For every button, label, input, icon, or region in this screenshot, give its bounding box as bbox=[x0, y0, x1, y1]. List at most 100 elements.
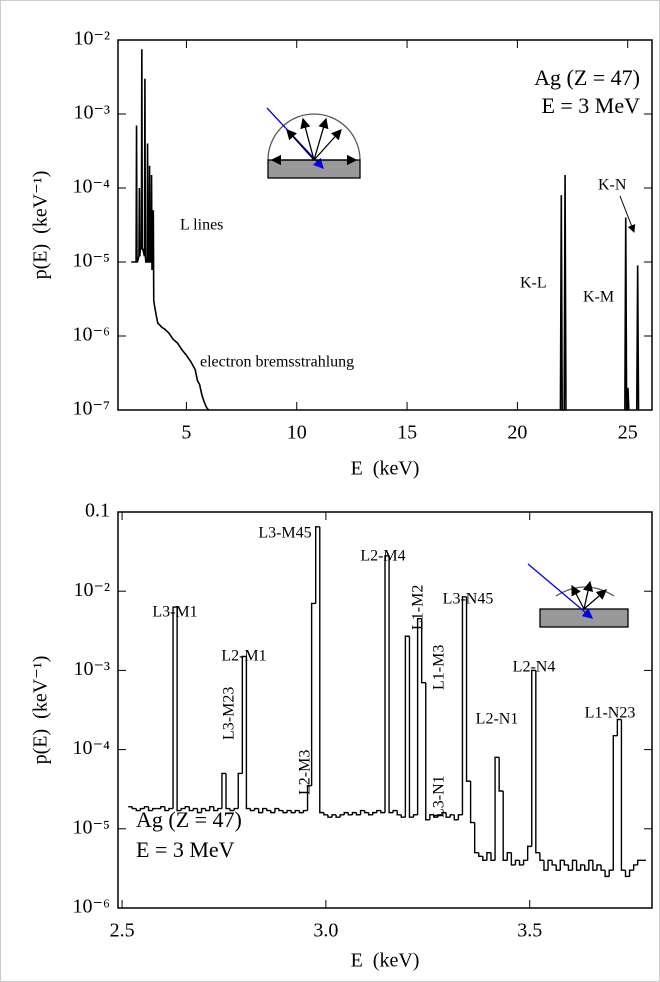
y-axis-label: p(E) (keV⁻¹) bbox=[30, 171, 52, 280]
annotation: L1-N23 bbox=[585, 705, 636, 722]
histogram-bin bbox=[282, 810, 288, 814]
annotation: L2-M4 bbox=[360, 548, 405, 565]
histogram-bin bbox=[522, 859, 528, 865]
histogram-bin bbox=[592, 860, 597, 871]
histogram-bin bbox=[531, 669, 536, 847]
histogram-bin bbox=[478, 852, 483, 857]
annotation: E = 3 MeV bbox=[136, 837, 235, 862]
histogram-bin bbox=[209, 806, 214, 811]
histogram-bin bbox=[547, 859, 553, 871]
histogram-bin bbox=[164, 806, 169, 812]
histogram-bin bbox=[204, 808, 210, 812]
histogram-bin bbox=[608, 869, 614, 877]
histogram-bin bbox=[245, 656, 251, 810]
annotation: K-N bbox=[598, 177, 627, 194]
histogram-bin bbox=[632, 864, 638, 871]
histogram-bin bbox=[388, 555, 394, 814]
histogram-bin bbox=[637, 859, 642, 865]
histogram-bin bbox=[315, 526, 320, 604]
histogram-bin bbox=[563, 860, 569, 866]
histogram-bin bbox=[429, 814, 434, 820]
histogram-bin bbox=[453, 814, 459, 821]
x-axis-label: E (keV) bbox=[351, 950, 420, 972]
histogram-bin bbox=[380, 810, 385, 814]
histogram-bin bbox=[396, 810, 402, 816]
histogram-bin bbox=[535, 670, 540, 854]
histogram-bin bbox=[319, 526, 324, 814]
histogram-bin bbox=[249, 808, 255, 812]
y-tick-label: 10⁻³ bbox=[73, 102, 110, 124]
histogram-bin bbox=[433, 814, 438, 818]
histogram-bin bbox=[441, 811, 447, 815]
annotation: L3-N1 bbox=[431, 775, 448, 818]
y-tick-label: 10⁻³ bbox=[73, 658, 110, 680]
histogram-bin bbox=[135, 808, 141, 812]
annotation: L2-N1 bbox=[476, 711, 519, 728]
x-axis-label: E (keV) bbox=[351, 458, 420, 480]
histogram-bin bbox=[486, 851, 491, 861]
histogram-bin bbox=[278, 808, 284, 812]
histogram-bin bbox=[392, 809, 398, 813]
x-tick-label: 3.0 bbox=[313, 920, 338, 942]
y-tick-label: 10⁻⁵ bbox=[72, 816, 110, 838]
histogram-bin bbox=[571, 859, 577, 871]
annotation: L3-M1 bbox=[152, 604, 197, 621]
histogram-bin bbox=[262, 807, 267, 813]
histogram-bin bbox=[425, 682, 430, 821]
histogram-bin bbox=[188, 806, 194, 812]
histogram-bin bbox=[628, 869, 634, 877]
y-tick-label: 10⁻⁷ bbox=[72, 398, 110, 420]
annotation-arrow bbox=[619, 195, 636, 233]
histogram-bin bbox=[160, 806, 165, 809]
histogram-bin bbox=[225, 773, 231, 810]
histogram-bin bbox=[327, 814, 333, 818]
histogram-bin bbox=[367, 812, 373, 816]
histogram-bin bbox=[347, 812, 353, 816]
histogram-bin bbox=[624, 870, 630, 878]
histogram-bin bbox=[612, 734, 618, 871]
histogram-bin bbox=[359, 809, 365, 815]
histogram-bin bbox=[600, 864, 606, 871]
histogram-bin bbox=[257, 808, 263, 814]
histogram-bin bbox=[526, 845, 532, 861]
histogram-bin bbox=[616, 718, 622, 736]
annotation: E = 3 MeV bbox=[541, 93, 640, 118]
histogram-bin bbox=[604, 870, 610, 878]
histogram-bin bbox=[241, 655, 247, 774]
x-tick-label: 5 bbox=[181, 422, 191, 444]
histogram-bin bbox=[445, 812, 451, 818]
histogram-bin bbox=[420, 618, 426, 684]
histogram-bin bbox=[213, 806, 218, 812]
y-tick-label: 10⁻⁴ bbox=[72, 737, 110, 759]
x-tick-label: 20 bbox=[507, 422, 527, 444]
histogram-bin bbox=[575, 860, 581, 871]
annotation: L lines bbox=[180, 217, 223, 234]
histogram-bin bbox=[131, 806, 137, 810]
histogram-bin bbox=[290, 810, 296, 814]
histogram-bin bbox=[551, 860, 557, 866]
annotation: L3-M23 bbox=[221, 687, 238, 740]
x-tick-label: 25 bbox=[618, 422, 638, 444]
histogram-bin bbox=[461, 596, 467, 815]
histogram-bin bbox=[490, 852, 496, 862]
histogram-bin bbox=[567, 864, 573, 871]
histogram-bin bbox=[620, 719, 626, 871]
x-tick-label: 3.5 bbox=[517, 920, 542, 942]
y-tick-label: 10⁻² bbox=[73, 579, 110, 601]
y-tick-label: 10⁻⁴ bbox=[72, 176, 110, 198]
histogram-bin bbox=[139, 807, 145, 811]
histogram-bin bbox=[510, 852, 516, 866]
histogram-bin bbox=[335, 814, 341, 818]
annotation: K-L bbox=[520, 275, 547, 292]
histogram-bin bbox=[143, 806, 149, 809]
y-tick-label: 10⁻⁶ bbox=[72, 896, 110, 918]
histogram-bin bbox=[192, 807, 198, 811]
histogram-bin bbox=[514, 859, 520, 865]
histogram-bin bbox=[469, 781, 475, 824]
histogram-bin bbox=[457, 814, 463, 820]
histogram-bin bbox=[147, 806, 153, 812]
y-tick-label: 10⁻⁶ bbox=[72, 324, 110, 346]
y-tick-label: 10⁻² bbox=[73, 28, 110, 50]
histogram-bin bbox=[168, 807, 174, 811]
